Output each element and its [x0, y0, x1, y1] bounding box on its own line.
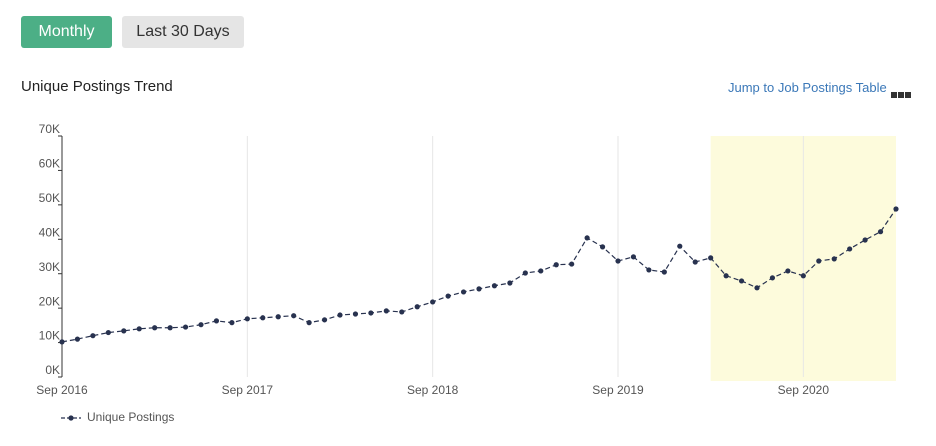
- y-tick-label: 0K: [45, 363, 60, 377]
- data-point: [291, 313, 297, 319]
- data-point: [167, 325, 173, 331]
- monthly-button[interactable]: Monthly: [21, 16, 112, 48]
- data-point: [847, 246, 853, 252]
- data-point: [584, 235, 590, 241]
- data-point: [769, 275, 776, 281]
- x-tick-label: Sep 2017: [222, 383, 274, 397]
- data-point: [383, 308, 389, 314]
- data-point: [661, 269, 667, 275]
- legend-marker: [68, 415, 74, 421]
- data-point: [738, 278, 745, 284]
- menu-icon[interactable]: [891, 85, 912, 103]
- legend-label: Unique Postings: [87, 410, 174, 424]
- x-tick-label: Sep 2016: [36, 383, 88, 397]
- y-tick-label: 50K: [39, 191, 60, 205]
- data-point: [182, 324, 189, 330]
- data-point: [244, 316, 250, 322]
- data-point: [476, 286, 482, 292]
- data-point: [553, 262, 559, 268]
- data-point: [105, 329, 111, 336]
- data-point: [831, 256, 837, 262]
- data-point: [491, 283, 498, 289]
- data-point: [275, 314, 281, 320]
- last-30-days-button[interactable]: Last 30 Days: [122, 16, 244, 48]
- y-tick-label: 20K: [39, 294, 60, 308]
- data-point: [538, 268, 544, 274]
- data-point: [213, 318, 220, 324]
- data-point: [152, 325, 158, 331]
- data-point: [754, 285, 760, 291]
- data-point: [306, 320, 312, 326]
- data-point: [522, 270, 528, 276]
- data-point: [198, 322, 204, 328]
- data-point: [630, 254, 637, 260]
- data-point: [677, 243, 683, 249]
- data-point: [893, 206, 899, 212]
- data-point: [599, 244, 606, 250]
- y-tick-label: 40K: [39, 225, 60, 239]
- data-point: [862, 237, 868, 243]
- chart-title: Unique Postings Trend: [21, 78, 173, 95]
- data-point: [90, 333, 96, 339]
- x-tick-label: Sep 2018: [407, 383, 459, 397]
- y-tick-label: 70K: [39, 122, 60, 136]
- data-point: [430, 299, 436, 305]
- data-point: [121, 328, 127, 334]
- data-point: [74, 336, 81, 342]
- data-point: [800, 273, 806, 279]
- data-point: [646, 267, 652, 273]
- data-point: [723, 273, 729, 279]
- data-point: [708, 255, 714, 261]
- data-point: [877, 229, 884, 235]
- data-point: [445, 293, 451, 299]
- data-point: [399, 309, 405, 315]
- data-point: [507, 280, 513, 286]
- data-point: [414, 304, 420, 310]
- data-point: [59, 339, 65, 345]
- y-tick-label: 30K: [39, 260, 60, 274]
- data-point: [352, 311, 359, 317]
- data-point: [785, 268, 791, 274]
- data-point: [692, 259, 698, 265]
- jump-link[interactable]: Jump to Job Postings Table: [728, 80, 887, 95]
- data-point: [260, 315, 266, 321]
- data-point: [321, 317, 328, 323]
- data-point: [337, 312, 343, 318]
- x-tick-label: Sep 2019: [592, 383, 644, 397]
- data-point: [136, 326, 142, 332]
- data-point: [460, 289, 467, 295]
- y-tick-label: 10K: [39, 329, 60, 343]
- data-point: [229, 320, 235, 326]
- data-point: [615, 258, 621, 264]
- data-point: [816, 258, 822, 264]
- data-point: [569, 261, 575, 267]
- y-tick-label: 60K: [39, 157, 60, 171]
- data-point: [368, 310, 374, 316]
- x-tick-label: Sep 2020: [778, 383, 830, 397]
